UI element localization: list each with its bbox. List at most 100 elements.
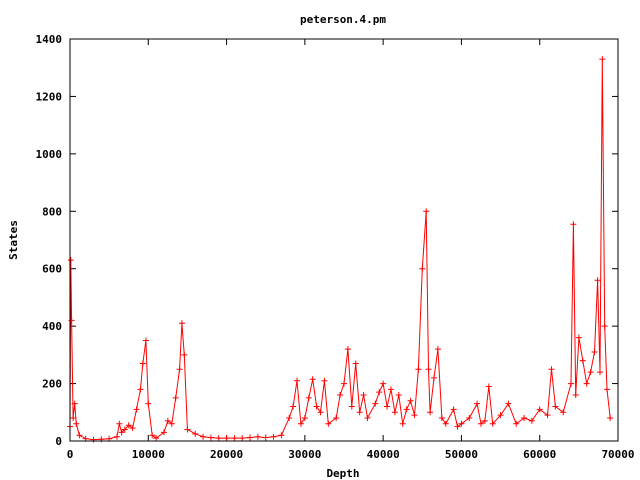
data-point (254, 433, 261, 440)
x-tick-label: 50000 (445, 448, 478, 461)
data-point (160, 429, 167, 436)
data-point (591, 348, 598, 355)
data-point (181, 351, 188, 358)
data-point (599, 56, 606, 63)
data-point (168, 420, 175, 427)
data-point (262, 434, 269, 441)
data-point (434, 346, 441, 353)
data-point (583, 380, 590, 387)
data-point (178, 320, 185, 327)
data-point (601, 323, 608, 330)
data-point (294, 377, 301, 384)
series-line (69, 59, 611, 441)
series-points (67, 56, 614, 443)
data-point (575, 334, 582, 341)
x-tick-label: 30000 (288, 448, 321, 461)
chart-title: peterson.4.pm (300, 13, 386, 26)
data-point (90, 436, 97, 443)
data-point (450, 406, 457, 413)
data-point (497, 412, 504, 419)
data-point (481, 417, 488, 424)
data-point (604, 386, 611, 393)
data-point (425, 366, 432, 373)
data-point (485, 383, 492, 390)
data-point (570, 221, 577, 228)
y-tick-label: 800 (42, 205, 62, 218)
data-point (71, 400, 78, 407)
data-point (407, 397, 414, 404)
data-point (290, 403, 297, 410)
data-point (231, 435, 238, 442)
data-point (521, 415, 528, 422)
data-point (341, 380, 347, 387)
data-point (305, 394, 312, 401)
data-point (139, 360, 146, 367)
data-point (337, 392, 344, 399)
data-point (466, 415, 473, 422)
data-point (113, 433, 120, 440)
data-point (387, 386, 394, 393)
data-point (348, 403, 355, 410)
y-tick-label: 1000 (36, 148, 63, 161)
data-point (352, 360, 359, 367)
x-tick-label: 70000 (601, 448, 634, 461)
data-point (149, 432, 156, 439)
data-point (411, 412, 418, 419)
y-tick-label: 200 (42, 378, 62, 391)
data-point (372, 400, 379, 407)
data-point (247, 434, 254, 441)
data-point (360, 392, 367, 399)
data-point (137, 386, 144, 393)
data-point (454, 423, 461, 430)
data-point (76, 432, 83, 439)
data-point (286, 415, 293, 422)
data-point (125, 422, 132, 429)
y-axis-ticks: 0 200 400 600 800 1000 1200 1400 (36, 33, 618, 448)
data-point (356, 409, 363, 416)
data-point (309, 376, 316, 383)
data-point (172, 394, 179, 401)
data-point (427, 409, 434, 416)
data-point (184, 426, 191, 433)
data-point (380, 380, 387, 387)
data-point (419, 265, 426, 272)
data-point (415, 366, 422, 373)
data-point (607, 415, 614, 422)
data-point (164, 417, 171, 424)
data-point (596, 369, 603, 376)
x-tick-label: 10000 (132, 448, 165, 461)
data-point (587, 369, 594, 376)
data-point (544, 412, 551, 419)
y-tick-label: 0 (55, 435, 62, 448)
x-axis-label: Depth (326, 467, 359, 480)
data-point (442, 420, 449, 427)
data-point (505, 400, 512, 407)
data-point (478, 420, 484, 427)
data-point (395, 392, 402, 399)
data-point (121, 426, 128, 433)
y-tick-label: 1200 (36, 90, 63, 103)
data-point (301, 415, 308, 422)
data-point (572, 392, 579, 399)
data-point (68, 317, 75, 324)
data-point (391, 409, 398, 416)
data-point (325, 420, 332, 427)
data-point (431, 374, 438, 381)
data-point (278, 432, 285, 439)
data-point (568, 380, 575, 387)
data-point (399, 420, 406, 427)
data-point (317, 409, 324, 416)
x-tick-label: 60000 (523, 448, 556, 461)
data-point (458, 420, 465, 427)
data-point (423, 208, 430, 215)
data-point (579, 357, 586, 364)
data-point (513, 420, 520, 427)
x-tick-label: 0 (67, 448, 74, 461)
y-axis-label: States (7, 220, 20, 260)
data-point (594, 277, 601, 284)
y-tick-label: 400 (42, 320, 62, 333)
data-point (200, 433, 207, 440)
data-point (67, 257, 74, 264)
data-point (73, 420, 80, 427)
